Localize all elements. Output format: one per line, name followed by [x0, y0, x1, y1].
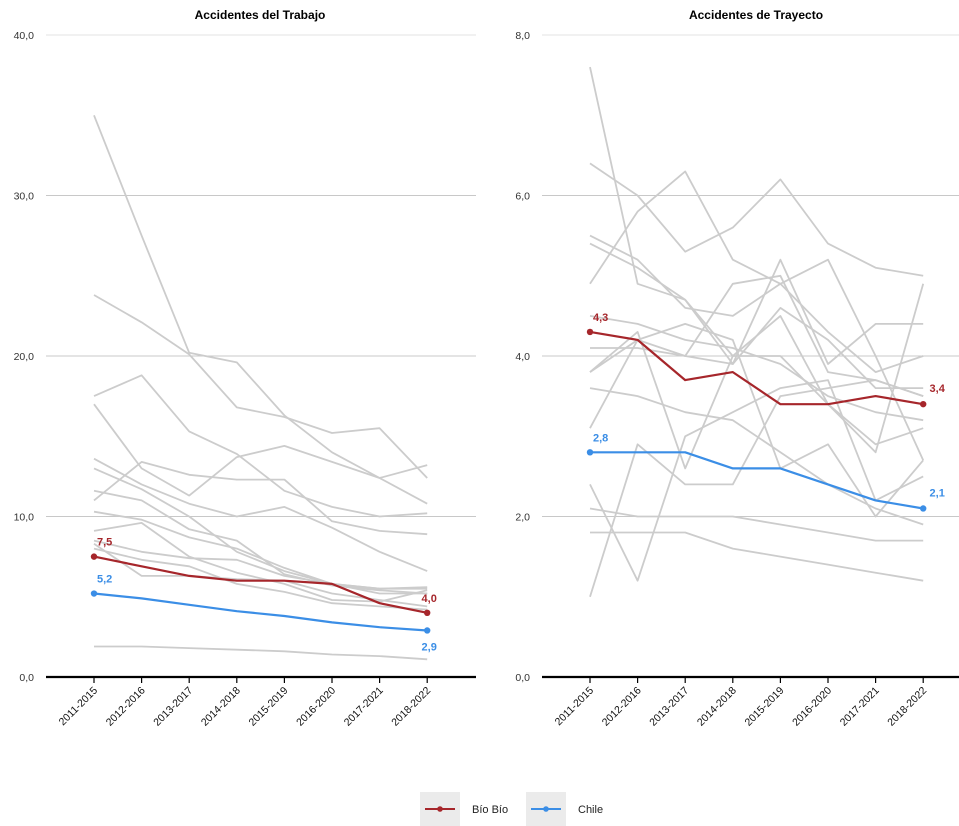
x-tick-label: 2016-2020	[790, 685, 834, 729]
x-tick-label: 2011-2015	[57, 685, 101, 729]
chile-first-label: 2,8	[593, 432, 608, 444]
bio_bio-last-label: 4,0	[422, 593, 437, 605]
comparison-series-line	[589, 242, 924, 365]
comparison-series-line	[93, 114, 428, 505]
y-tick-label: 2,0	[515, 512, 530, 524]
comparison-series-line	[589, 283, 925, 470]
comparison-series-line	[590, 306, 924, 390]
x-tick-label: 2017-2021	[838, 685, 882, 729]
chile-series-line	[93, 592, 428, 632]
y-tick-label: 0,0	[19, 672, 34, 684]
comparison-series-line	[589, 387, 924, 526]
legend-key-point	[437, 806, 443, 812]
x-tick-label: 2013-2017	[151, 685, 195, 729]
y-tick-label: 6,0	[515, 191, 530, 203]
comparison-series-line	[589, 379, 924, 582]
x-tick-label: 2014-2018	[199, 685, 243, 729]
bio_bio-point	[424, 609, 431, 616]
x-tick-label: 2012-2016	[104, 685, 148, 729]
x-tick-label: 2018-2022	[885, 685, 929, 729]
comparison-series-line	[589, 274, 924, 429]
comparison-series-line	[589, 170, 925, 461]
chart-panel-2: Accidentes de Trayecto 0,0 2,0 4,0 6,0 8,0 201…	[515, 8, 959, 729]
x-tick-label: 2014-2018	[695, 685, 739, 729]
comparison-series-line	[94, 645, 428, 661]
chart-panel-1: Accidentes del Trabajo 0,0 10,0 20,0 30,0 40,…	[14, 8, 476, 729]
y-tick-label: 0,0	[515, 672, 530, 684]
bio_bio-series-line	[93, 555, 428, 614]
chile-point	[90, 590, 98, 597]
chile-point	[920, 505, 927, 512]
legend-item: Bío Bío	[420, 792, 508, 826]
chart-title: Accidentes del Trabajo	[195, 8, 326, 22]
comparison-series-line	[93, 460, 428, 536]
y-tick-label: 40,0	[14, 30, 35, 42]
y-tick-label: 10,0	[14, 512, 35, 524]
x-tick-label: 2016-2020	[294, 685, 338, 729]
x-tick-label: 2017-2021	[342, 685, 386, 729]
comparison-series-line	[93, 294, 428, 479]
comparison-series-line	[589, 379, 924, 598]
chile-last-label: 2,9	[422, 641, 437, 653]
comparison-series-line	[93, 374, 428, 518]
legend-item: Chile	[526, 792, 603, 826]
chile-point	[586, 449, 594, 456]
bio_bio-first-label: 4,3	[593, 312, 608, 324]
legend-label: Chile	[578, 804, 603, 816]
comparison-series-line	[590, 531, 924, 582]
chile-point	[424, 627, 431, 634]
chile-first-label: 5,2	[97, 574, 112, 586]
legend-label: Bío Bío	[472, 804, 508, 816]
bio_bio-first-label: 7,5	[97, 537, 112, 549]
legend-key-point	[543, 806, 549, 812]
y-tick-label: 4,0	[515, 351, 530, 363]
x-tick-label: 2011-2015	[553, 685, 597, 729]
comparison-series-line	[93, 467, 428, 595]
chart-title: Accidentes de Trayecto	[689, 8, 823, 22]
y-tick-label: 20,0	[14, 351, 35, 363]
y-tick-label: 30,0	[14, 191, 35, 203]
legend: Bío Bío Chile	[420, 792, 603, 826]
comparison-series-line	[93, 403, 428, 497]
comparison-series-line	[589, 507, 924, 542]
comparison-series-line	[589, 234, 924, 374]
x-tick-label: 2015-2019	[743, 685, 787, 729]
bio_bio-last-label: 3,4	[930, 383, 946, 395]
x-tick-label: 2013-2017	[647, 685, 691, 729]
comparison-series-line	[589, 315, 924, 422]
chile-last-label: 2,1	[930, 487, 945, 499]
bio_bio-point	[920, 400, 927, 408]
comparison-series-line	[589, 162, 924, 277]
bio_bio-series-line	[589, 330, 924, 406]
x-tick-label: 2018-2022	[389, 685, 433, 729]
comparison-series-line	[93, 547, 428, 611]
bio_bio-point	[90, 553, 98, 560]
x-tick-label: 2012-2016	[600, 685, 644, 729]
comparison-series-line	[93, 539, 428, 590]
x-tick-label: 2015-2019	[247, 685, 291, 729]
comparison-series-line	[93, 457, 428, 572]
bio_bio-point	[586, 328, 594, 336]
chile-series-line	[590, 451, 924, 510]
comparison-series-line	[93, 543, 428, 608]
y-tick-label: 8,0	[515, 30, 530, 42]
comparison-series-line	[93, 522, 428, 603]
